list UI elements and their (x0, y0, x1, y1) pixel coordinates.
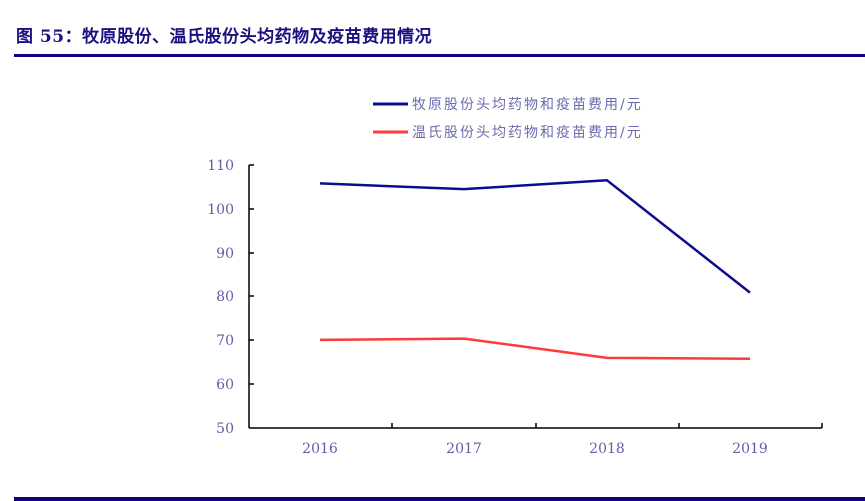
bottom-divider (14, 497, 865, 501)
title-divider (14, 54, 865, 57)
legend-label-wens: 温氏股份头均药物和疫苗费用/元 (412, 125, 643, 141)
y-tick-label: 80 (216, 289, 234, 305)
series-line-wens (319, 337, 751, 360)
x-axis: 2016 2017 2018 2019 (249, 423, 823, 457)
y-tick-label: 100 (207, 202, 234, 218)
legend: 牧原股份头均药物和疫苗费用/元 温氏股份头均药物和疫苗费用/元 (373, 97, 643, 141)
x-tick-label: 2018 (589, 441, 625, 457)
figure-title: 图 55：牧原股份、温氏股份头均药物及疫苗费用情况 (16, 27, 433, 47)
y-tick-label: 50 (216, 421, 234, 437)
x-tick-label: 2017 (446, 441, 482, 457)
x-tick-label: 2016 (302, 441, 338, 457)
y-tick-label: 90 (216, 246, 234, 262)
legend-label-muyuan: 牧原股份头均药物和疫苗费用/元 (412, 97, 643, 113)
y-tick-label: 110 (207, 158, 234, 174)
y-axis: 110 100 90 80 70 60 50 (207, 158, 254, 437)
y-tick-label: 60 (216, 377, 234, 393)
series-line-muyuan (319, 179, 751, 294)
x-tick-label: 2019 (732, 441, 768, 457)
y-tick-label: 70 (216, 333, 234, 349)
